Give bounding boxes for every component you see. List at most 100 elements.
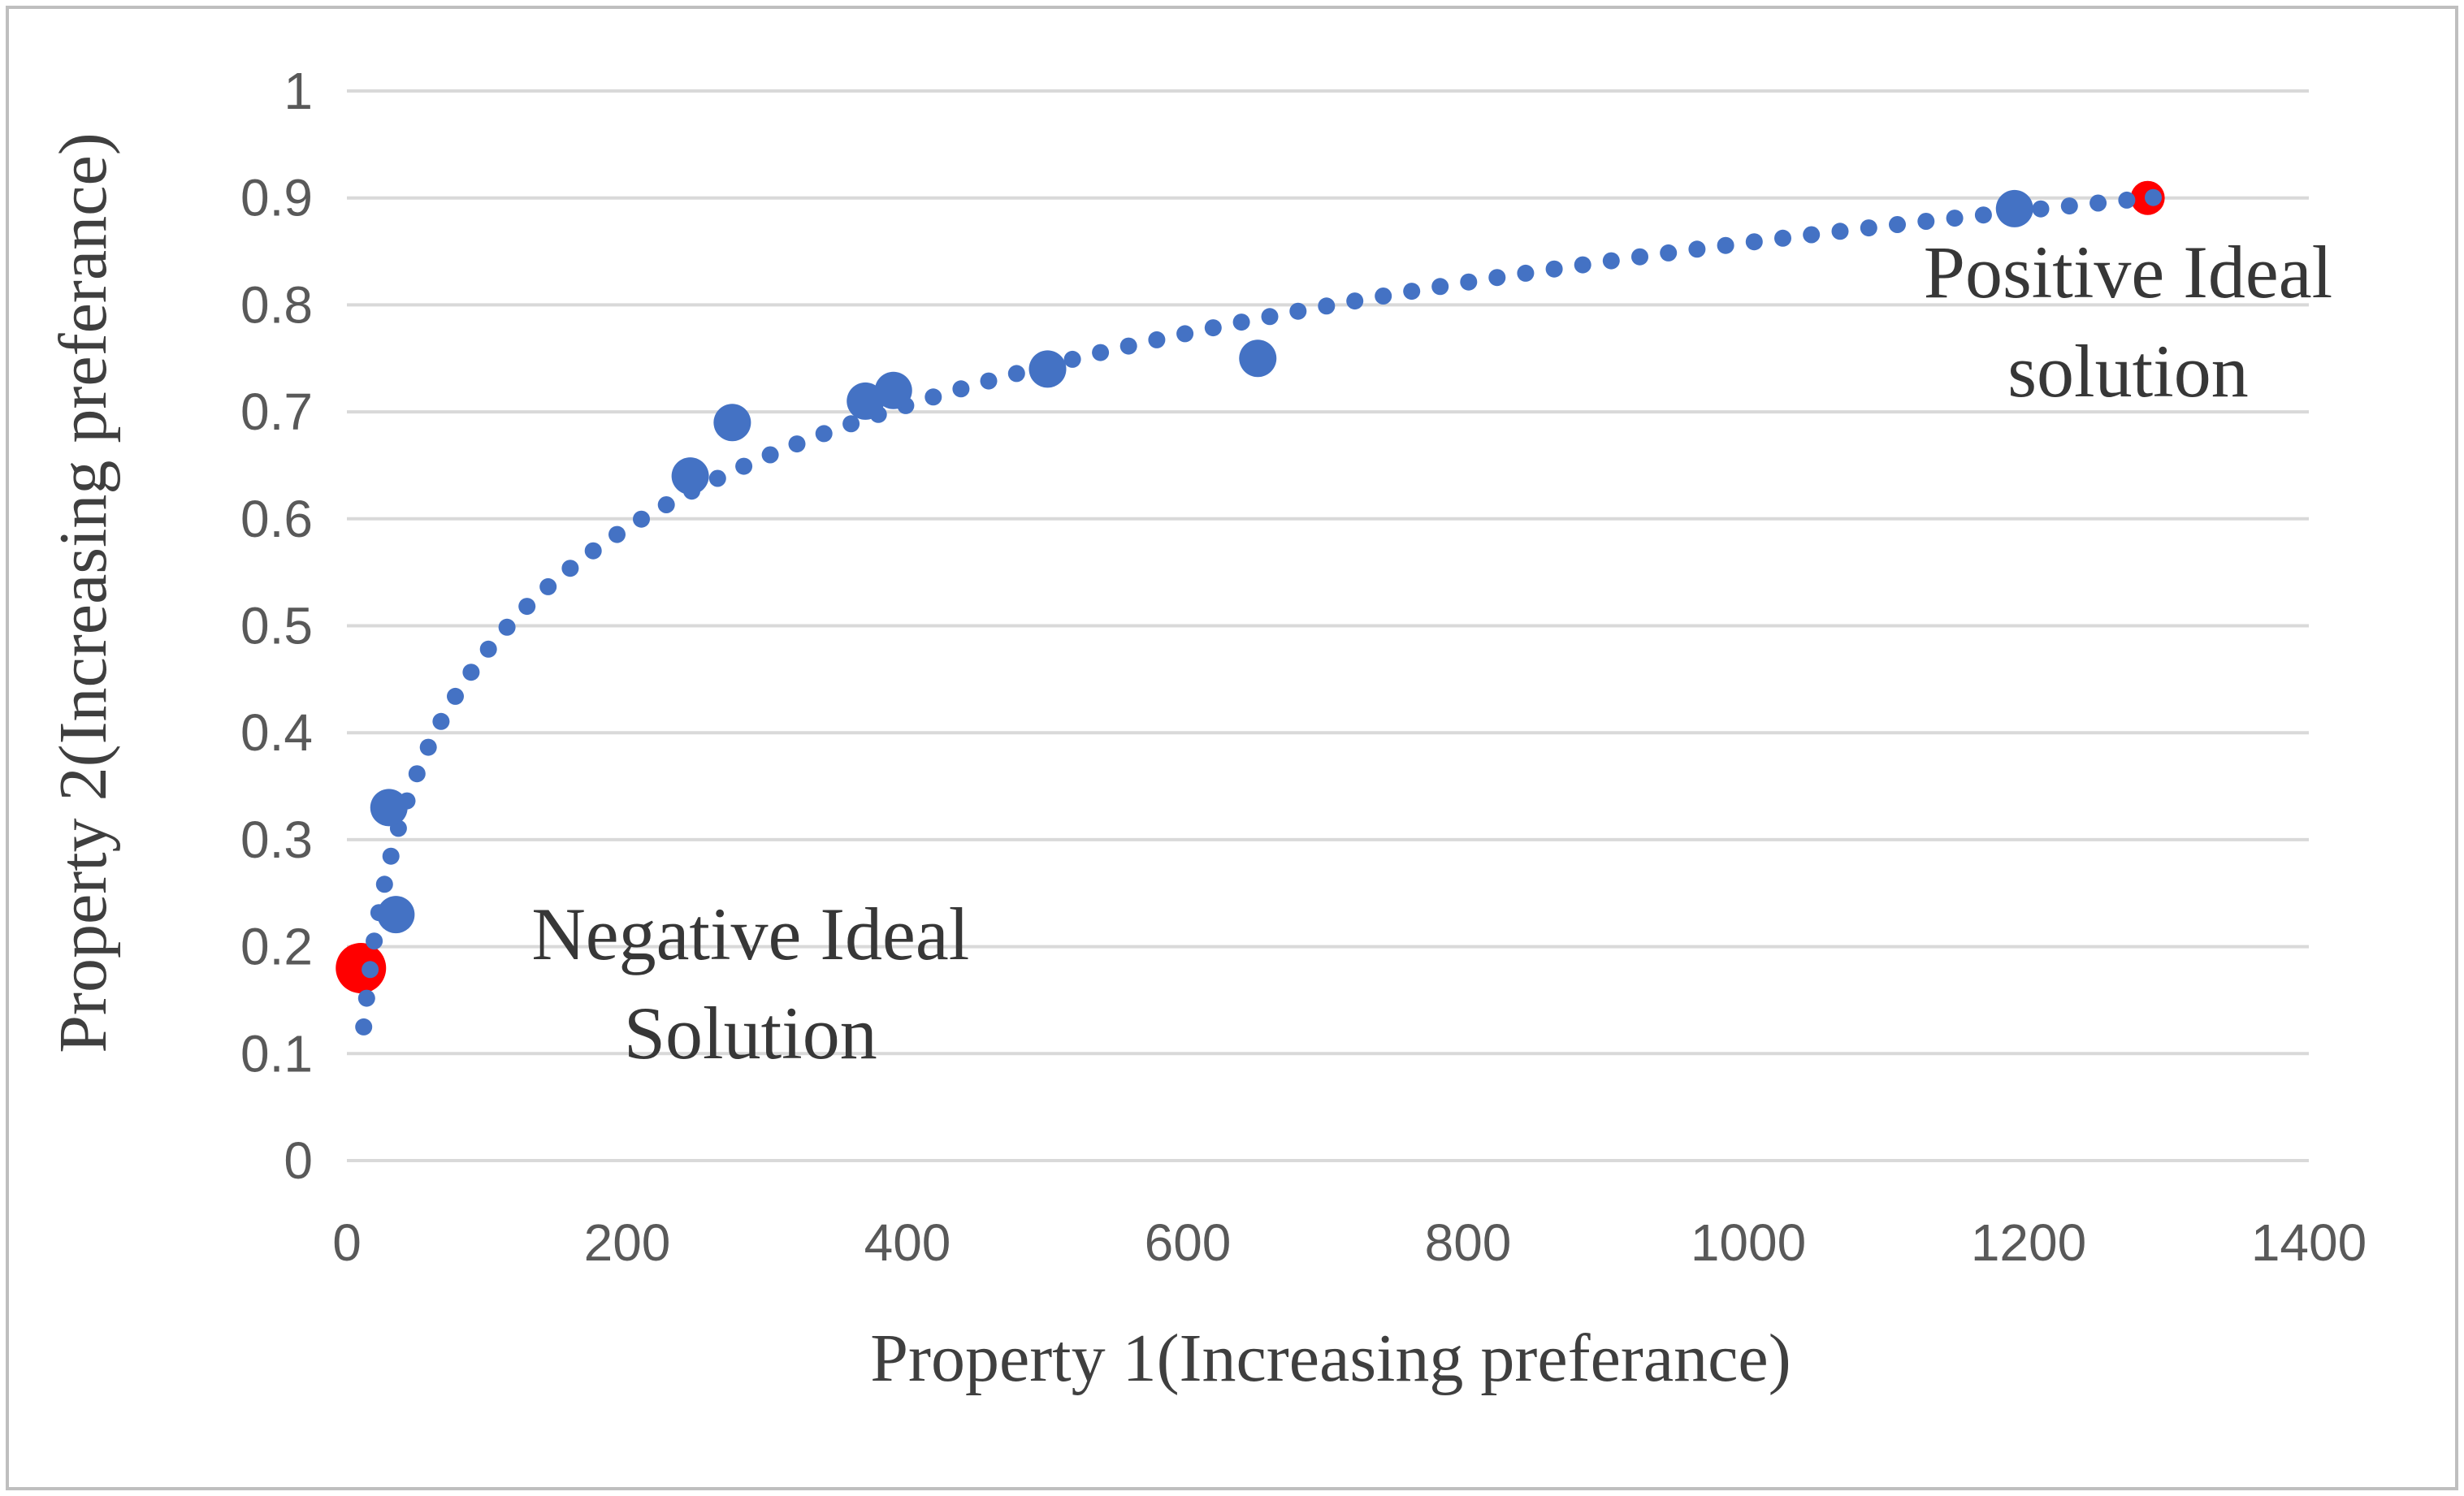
trendline-dot: [980, 372, 998, 390]
y-tick-label-0.4: 0.4: [240, 703, 313, 762]
data-point: [370, 789, 408, 827]
y-axis-title: Property 2(Increasing preferance): [45, 132, 121, 1053]
trendline-dot: [382, 847, 400, 865]
trendline-dot: [357, 989, 375, 1007]
y-tick-label-0: 0: [284, 1131, 313, 1190]
trendline-dot: [1889, 216, 1906, 233]
trendline-dot: [1631, 248, 1648, 266]
trendline-dot: [1831, 223, 1849, 240]
y-tick-label-0.5: 0.5: [240, 597, 313, 655]
data-point: [713, 404, 751, 442]
data-point: [1995, 189, 2033, 227]
trendline-dot: [1403, 283, 1421, 300]
trendline-dot: [1375, 288, 1392, 305]
y-tick-label-0.1: 0.1: [240, 1024, 313, 1083]
trendline-dot: [375, 876, 393, 893]
trendline-dot: [842, 415, 860, 433]
annotation-line: Solution: [624, 992, 877, 1074]
trendline-dot: [1176, 325, 1194, 343]
trendline-dot: [362, 961, 379, 979]
y-tick-label-0.8: 0.8: [240, 275, 313, 334]
x-tick-label-200: 200: [584, 1213, 671, 1272]
trendline-dot: [1289, 302, 1307, 320]
trendline-dot: [355, 1018, 373, 1036]
x-tick-label-600: 600: [1145, 1213, 1232, 1272]
data-point: [874, 371, 912, 409]
trendline-dot: [1745, 233, 1763, 251]
trendline-dot: [1092, 344, 1110, 361]
data-point: [847, 382, 885, 420]
trendline-dot: [1261, 308, 1279, 326]
data-point: [671, 457, 709, 495]
trendline-dot: [657, 496, 675, 513]
trendline-dot: [735, 457, 753, 475]
data-point: [1239, 339, 1277, 378]
y-tick-label-0.7: 0.7: [240, 383, 313, 441]
annotation-line: Negative Ideal: [531, 893, 969, 975]
trendline-dot: [2060, 197, 2078, 215]
trendline-dot: [479, 640, 497, 658]
trendline-dot: [408, 765, 426, 783]
trendline-dot: [1063, 350, 1081, 368]
annotation-negative-ideal-label: Negative Ideal Solution: [531, 893, 969, 1074]
ideal-point: [336, 942, 387, 993]
x-tick-label-1200: 1200: [1971, 1213, 2086, 1272]
trendline-dot: [1717, 236, 1734, 254]
trendline-dot: [447, 687, 464, 705]
trendline-dot: [633, 510, 650, 528]
trendline-dot: [419, 738, 437, 756]
x-axis-tick-labels: 0 200 400 600 800 1000 1200 1400: [332, 1213, 2367, 1272]
trendline-dot: [1346, 292, 1364, 310]
x-axis-title: Property 1(Increasing preferance): [870, 1321, 1791, 1396]
trendline-dot: [584, 542, 602, 560]
trendline-dot: [1860, 219, 1877, 237]
trendline-dot: [1232, 313, 1250, 331]
trendline-dot: [708, 469, 726, 487]
x-tick-label-800: 800: [1425, 1213, 1512, 1272]
trendline-dot: [1774, 229, 1791, 247]
trendline-dot: [1204, 319, 1222, 337]
annotation-positive-ideal-label: Positive Ideal solution: [1924, 231, 2332, 413]
trendline-dot: [815, 425, 833, 443]
trendline-dot: [1688, 240, 1706, 258]
trendline-dot: [1574, 256, 1591, 274]
x-tick-label-400: 400: [864, 1213, 951, 1272]
trendline-dot: [1917, 213, 1935, 230]
data-point: [377, 896, 415, 934]
trendline-dot: [925, 388, 942, 406]
y-tick-label-1: 1: [284, 62, 313, 120]
trendline-dot: [1460, 273, 1478, 291]
x-tick-label-0: 0: [332, 1213, 362, 1272]
trendline-dot: [366, 932, 383, 950]
trendline-dot: [1007, 365, 1025, 383]
trendline-dot: [1545, 260, 1563, 278]
trendline-dot: [952, 380, 970, 398]
trendline-dot: [1974, 206, 1992, 224]
trendline-dot: [462, 664, 480, 681]
trendline-dot: [498, 618, 516, 636]
trendline-dot: [1488, 269, 1506, 287]
x-tick-label-1400: 1400: [2251, 1213, 2367, 1272]
trendline-dot: [1602, 252, 1620, 270]
trendline-dot: [761, 446, 779, 464]
data-point: [1028, 350, 1067, 388]
x-tick-label-1000: 1000: [1691, 1213, 1806, 1272]
trendline-dot: [1946, 210, 1964, 227]
trendline-dot: [518, 598, 536, 616]
trendline-dot: [1119, 337, 1137, 355]
chart-frame-border: [6, 6, 2458, 1490]
trendline-dot: [1660, 244, 1678, 262]
alternative-points: [370, 189, 2033, 934]
y-tick-label-0.6: 0.6: [240, 490, 313, 548]
y-axis-tick-labels: 0 0.1 0.2 0.3 0.4 0.5 0.6 0.7 0.8 0.9 1: [240, 62, 313, 1190]
trendline-dot: [2032, 200, 2050, 218]
y-tick-label-0.2: 0.2: [240, 918, 313, 976]
y-tick-label-0.3: 0.3: [240, 811, 313, 869]
annotation-line: Positive Ideal: [1924, 231, 2332, 313]
trendline-dot: [2118, 191, 2136, 209]
annotations: Negative Ideal Solution Positive Ideal solu…: [531, 231, 2332, 1074]
trendline-dot: [788, 435, 806, 453]
